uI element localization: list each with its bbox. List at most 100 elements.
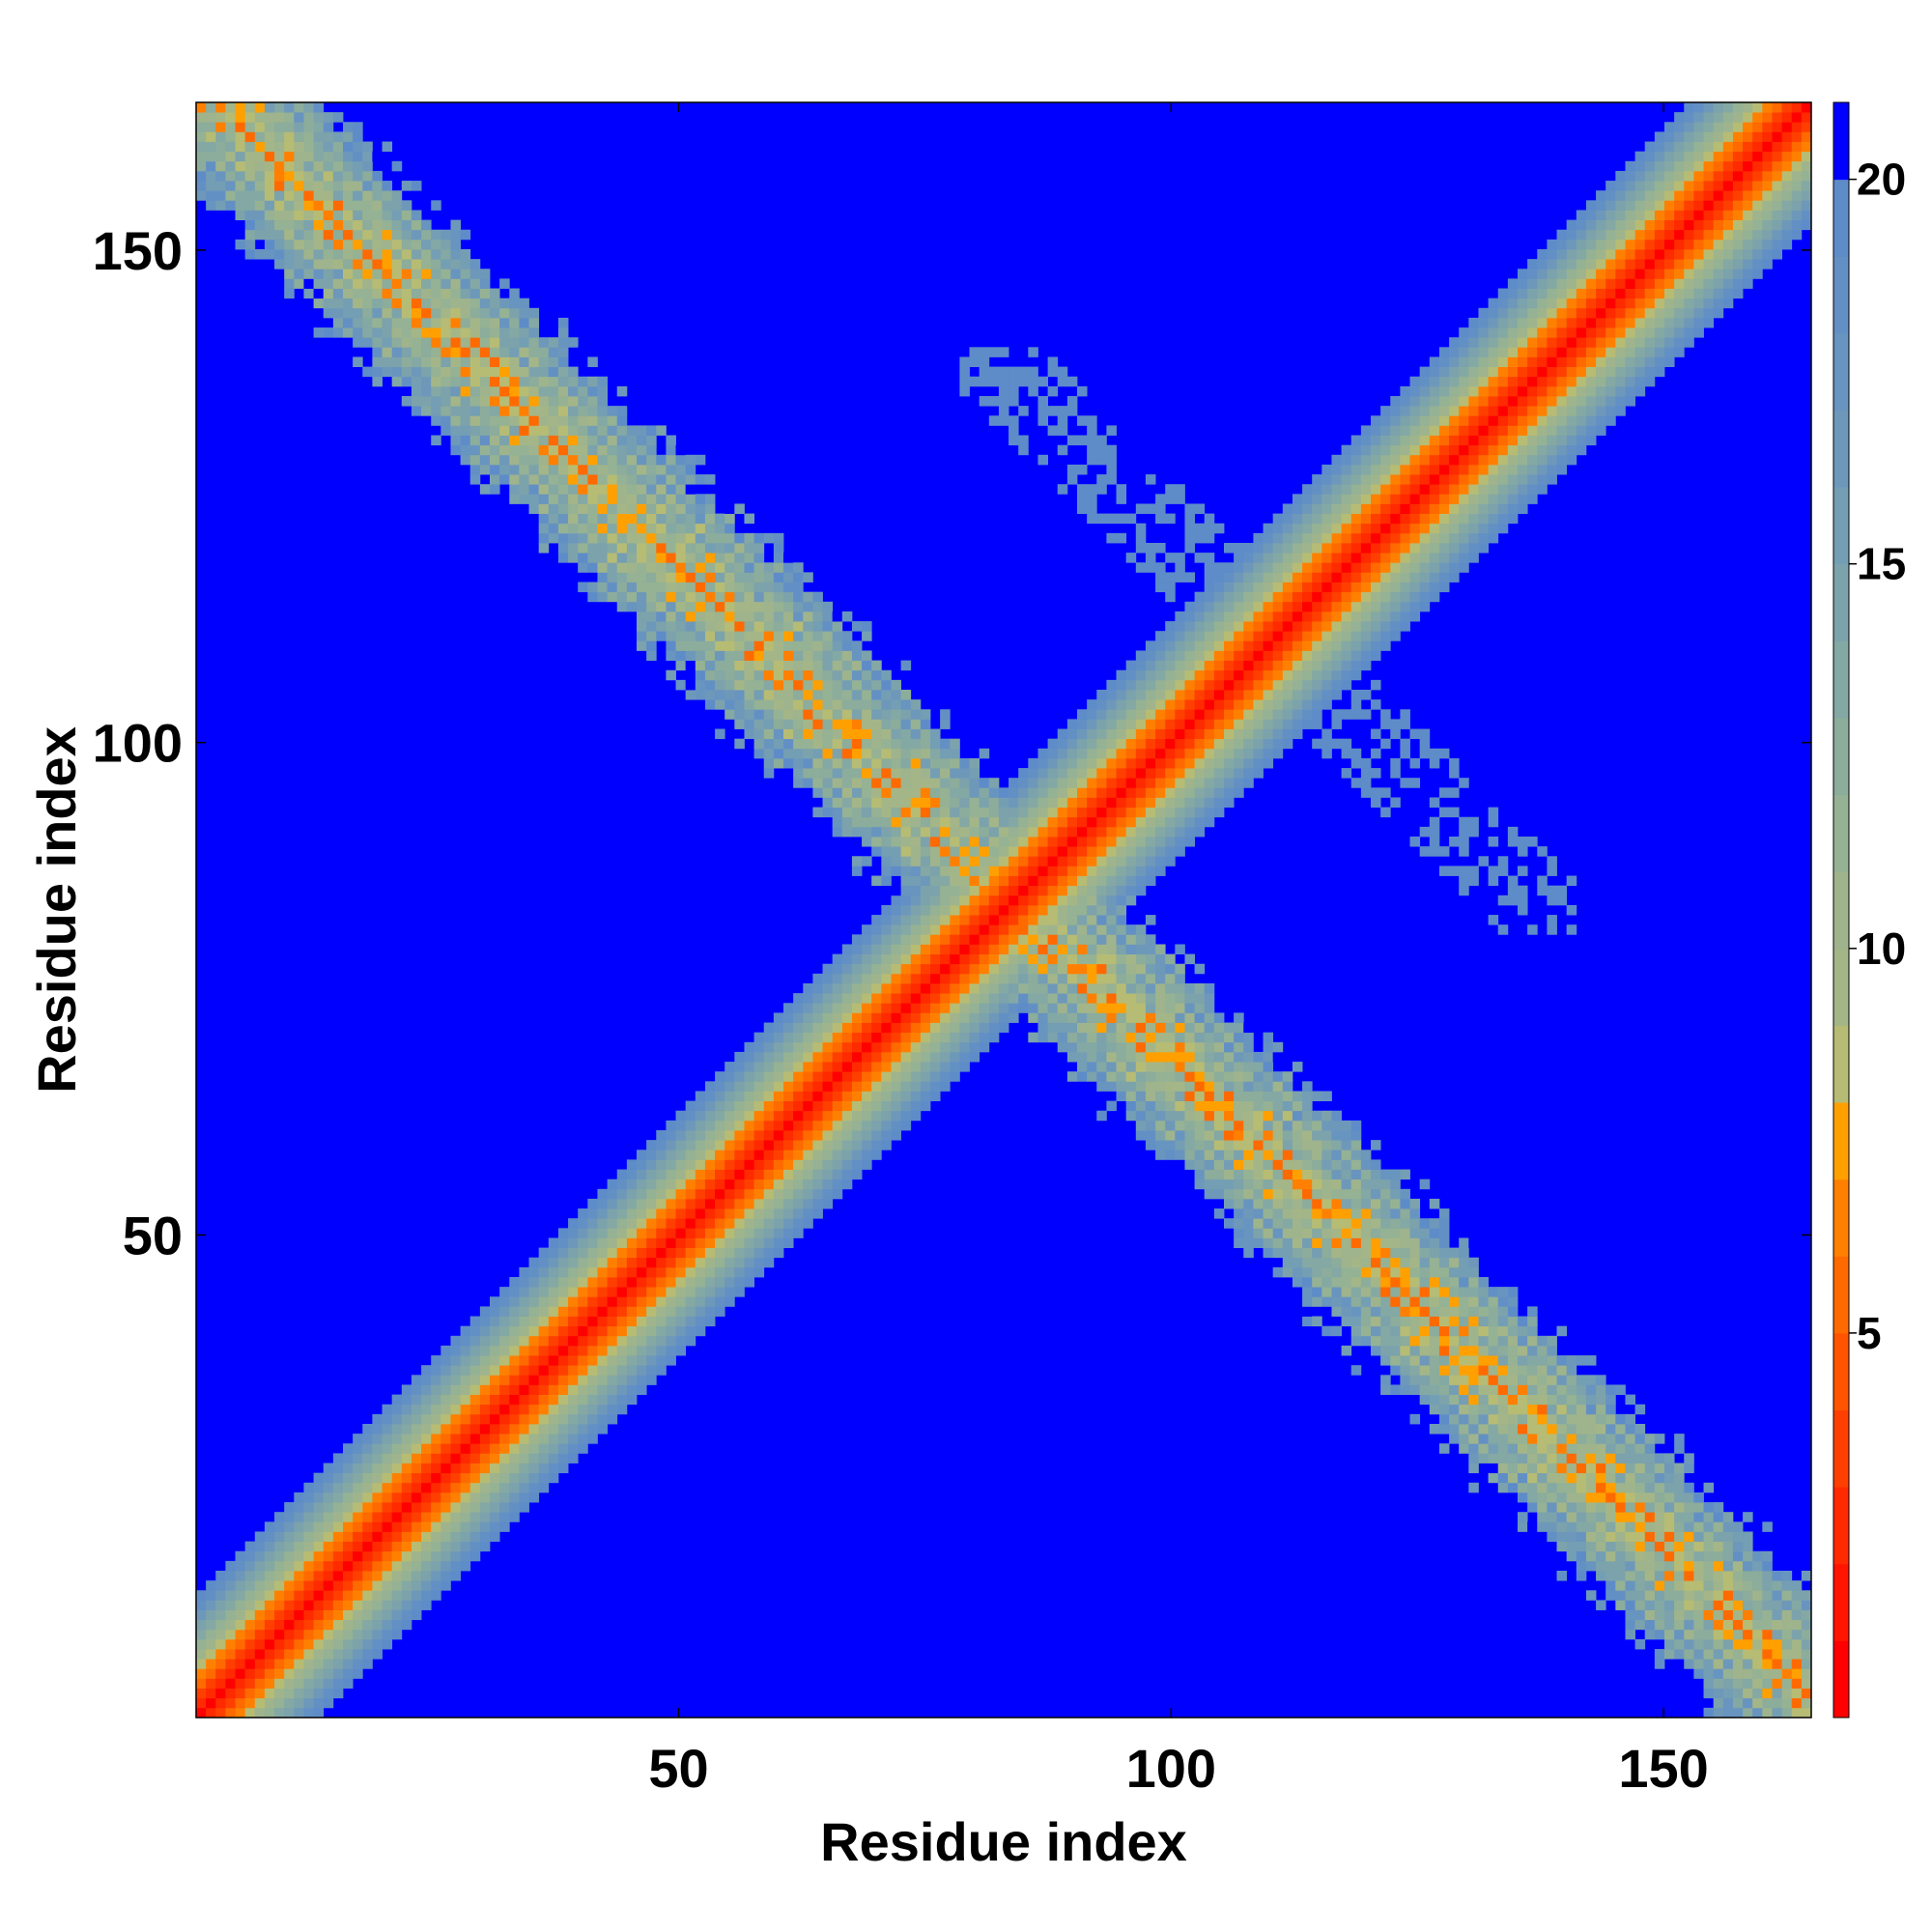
heatmap-cell — [695, 679, 706, 691]
heatmap-cell — [871, 748, 882, 759]
heatmap-cell — [391, 1541, 403, 1552]
heatmap-cell — [607, 553, 618, 563]
heatmap-cell — [391, 160, 403, 172]
heatmap-cell — [1263, 572, 1274, 582]
heatmap-cell — [1116, 866, 1127, 876]
heatmap-cell — [1184, 1100, 1195, 1112]
heatmap-cell — [303, 1688, 314, 1699]
heatmap-cell — [1184, 778, 1195, 788]
heatmap-cell — [1037, 953, 1048, 965]
heatmap-cell — [1224, 1051, 1235, 1063]
heatmap-cell — [803, 778, 813, 788]
heatmap-cell — [626, 543, 638, 554]
heatmap-cell — [1282, 553, 1293, 563]
heatmap-cell — [1116, 738, 1127, 750]
heatmap-cell — [557, 1228, 569, 1238]
heatmap-cell — [557, 1287, 569, 1297]
heatmap-cell — [1282, 1228, 1293, 1238]
heatmap-cell — [509, 435, 520, 446]
heatmap-cell — [783, 650, 794, 661]
heatmap-cell — [353, 1482, 363, 1493]
heatmap-cell — [469, 1316, 481, 1327]
heatmap-cell — [656, 601, 667, 612]
heatmap-cell — [891, 1130, 901, 1141]
heatmap-cell — [744, 669, 754, 681]
heatmap-cell — [1272, 1218, 1284, 1229]
heatmap-cell — [1184, 787, 1195, 798]
heatmap-cell — [460, 1394, 471, 1406]
heatmap-cell — [460, 1345, 471, 1356]
heatmap-cell — [431, 1492, 441, 1503]
heatmap-cell — [1243, 748, 1254, 759]
heatmap-cell — [362, 1580, 373, 1591]
heatmap-cell — [783, 601, 794, 612]
heatmap-cell — [528, 396, 540, 407]
heatmap-cell — [783, 1169, 794, 1180]
heatmap-cell — [832, 787, 843, 798]
heatmap-cell — [323, 190, 334, 201]
heatmap-cell — [1243, 768, 1254, 779]
heatmap-cell — [1047, 875, 1059, 887]
heatmap-cell — [666, 582, 676, 593]
heatmap-cell — [930, 768, 941, 779]
heatmap-cell — [557, 1394, 569, 1406]
heatmap-cell — [1047, 895, 1059, 906]
heatmap-cell — [469, 278, 481, 289]
heatmap-cell — [1292, 1169, 1303, 1180]
heatmap-cell — [578, 1316, 588, 1327]
heatmap-cell — [793, 679, 804, 691]
heatmap-cell — [254, 181, 266, 191]
heatmap-cell — [1037, 915, 1048, 925]
heatmap-cell — [313, 1531, 325, 1542]
heatmap-cell — [548, 1296, 559, 1307]
heatmap-cell — [841, 1041, 853, 1053]
heatmap-cell — [1018, 778, 1029, 788]
heatmap-cell — [568, 464, 579, 475]
heatmap-cell — [332, 298, 344, 309]
heatmap-cell — [303, 1492, 314, 1503]
heatmap-cell — [959, 944, 970, 954]
heatmap-cell — [1096, 1012, 1107, 1023]
heatmap-cell — [930, 1071, 941, 1082]
heatmap-cell — [303, 1512, 314, 1522]
heatmap-cell — [704, 1237, 716, 1248]
heatmap-cell — [382, 1443, 393, 1454]
heatmap-cell — [372, 317, 383, 328]
heatmap-cell — [1243, 1218, 1254, 1229]
heatmap-cell — [294, 1649, 304, 1660]
heatmap-cell — [382, 1638, 393, 1650]
heatmap-cell — [1116, 787, 1127, 798]
heatmap-cell — [469, 1453, 481, 1463]
heatmap-cell — [979, 993, 990, 1004]
heatmap-cell — [675, 1208, 687, 1219]
heatmap-cell — [753, 738, 765, 750]
heatmap-cell — [196, 112, 207, 123]
heatmap-cell — [1096, 1071, 1107, 1082]
heatmap-cell — [469, 385, 481, 397]
heatmap-cell — [841, 719, 853, 729]
heatmap-cell — [254, 141, 266, 153]
heatmap-cell — [1282, 1100, 1293, 1112]
heatmap-cell — [1175, 807, 1185, 818]
heatmap-cell — [803, 1188, 813, 1200]
heatmap-cell — [822, 1188, 834, 1200]
heatmap-cell — [998, 944, 1009, 954]
heatmap-cell — [773, 1032, 784, 1043]
heatmap-cell — [832, 1120, 843, 1131]
heatmap-cell — [685, 1159, 696, 1170]
heatmap-cell — [910, 944, 922, 954]
heatmap-cell — [382, 1404, 393, 1415]
heatmap-cell — [724, 601, 735, 612]
heatmap-cell — [353, 307, 363, 319]
heatmap-cell — [499, 425, 510, 436]
heatmap-cell — [499, 366, 510, 378]
heatmap-cell — [1204, 993, 1215, 1004]
heatmap-cell — [548, 1375, 559, 1385]
heatmap-cell — [353, 122, 363, 132]
heatmap-cell — [490, 415, 500, 426]
heatmap-cell — [607, 1266, 618, 1278]
heatmap-cell — [1077, 895, 1088, 906]
heatmap-cell — [1096, 728, 1107, 740]
heatmap-cell — [1282, 1110, 1293, 1122]
heatmap-cell — [1087, 1012, 1097, 1023]
